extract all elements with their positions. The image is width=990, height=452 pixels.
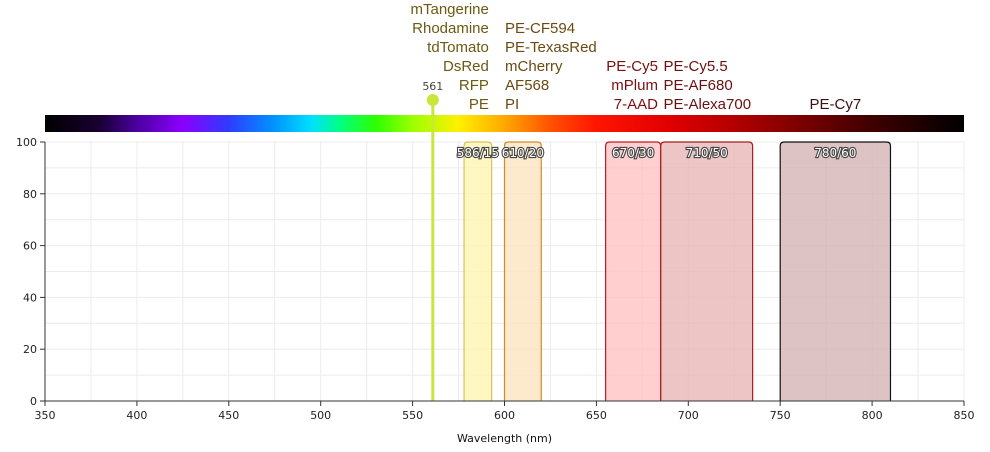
fluorophore-label: Rhodamine <box>412 20 489 37</box>
x-tick-label: 600 <box>494 409 515 422</box>
fluorophore-label: PI <box>505 96 519 113</box>
fluorophore-label: PE <box>469 96 489 113</box>
fluorophore-label: PE-Cy5 <box>606 58 658 75</box>
spectrum-bar <box>45 115 964 132</box>
x-tick-label: 750 <box>770 409 791 422</box>
fluorophore-label: mPlum <box>611 77 658 94</box>
filter-label: 586/15 <box>457 146 499 160</box>
fluorophore-label: 7-AAD <box>614 96 658 113</box>
axes: 350 400 450 500 550 600 650 700 750 800 850 0 20 40 60… <box>16 136 975 422</box>
filters: 586/15 610/20 670/30 710/50 780/60 <box>456 141 892 401</box>
laser-label: 561 <box>422 80 443 93</box>
x-tick-label: 650 <box>586 409 607 422</box>
fluorophore-label: PE-TexasRed <box>505 39 597 56</box>
filter-band <box>779 141 892 401</box>
y-tick-label: 0 <box>30 395 37 408</box>
x-tick-label: 350 <box>35 409 56 422</box>
x-tick-label: 800 <box>862 409 883 422</box>
filter-label: 670/30 <box>612 146 654 160</box>
fluorophore-label: PE-Cy7 <box>809 96 861 113</box>
filter-label: 710/50 <box>686 146 728 160</box>
filter-band <box>660 141 754 401</box>
fluorophore-label: PE-Cy5.5 <box>663 58 727 75</box>
fluorophore-label: AF568 <box>505 77 549 94</box>
laser-marker <box>426 94 439 106</box>
fluorophore-label: DsRed <box>443 58 489 75</box>
y-tick-label: 40 <box>23 291 37 304</box>
fluorophore-label: RFP <box>459 77 489 94</box>
y-tick-label: 100 <box>16 136 37 149</box>
filter-band <box>463 141 493 401</box>
fluorophore-label: PE-CF594 <box>505 20 575 37</box>
filter-label: 610/20 <box>502 146 544 160</box>
y-tick-label: 80 <box>23 188 37 201</box>
fluorophore-label: PE-Alexa700 <box>663 96 751 113</box>
fluorophore-label: PE-AF680 <box>663 77 732 94</box>
x-axis-title: Wavelength (nm) <box>457 432 552 445</box>
x-tick-label: 550 <box>402 409 423 422</box>
x-tick-label: 450 <box>218 409 239 422</box>
fluorophore-labels: mTangerine Rhodamine tdTomato DsRed RFP PE PE-… <box>410 1 861 113</box>
x-tick-label: 500 <box>310 409 331 422</box>
filter-band <box>604 141 662 401</box>
laser-line: 561 <box>422 80 443 401</box>
y-tick-label: 60 <box>23 240 37 253</box>
fluorophore-label: mTangerine <box>410 1 488 18</box>
x-tick-label: 700 <box>678 409 699 422</box>
fluorophore-label: tdTomato <box>427 39 489 56</box>
filter-label: 780/60 <box>814 146 856 160</box>
filter-band <box>503 141 542 401</box>
fluorophore-label: mCherry <box>505 58 563 75</box>
y-tick-label: 20 <box>23 343 37 356</box>
x-tick-label: 400 <box>126 409 147 422</box>
x-tick-label: 850 <box>954 409 975 422</box>
